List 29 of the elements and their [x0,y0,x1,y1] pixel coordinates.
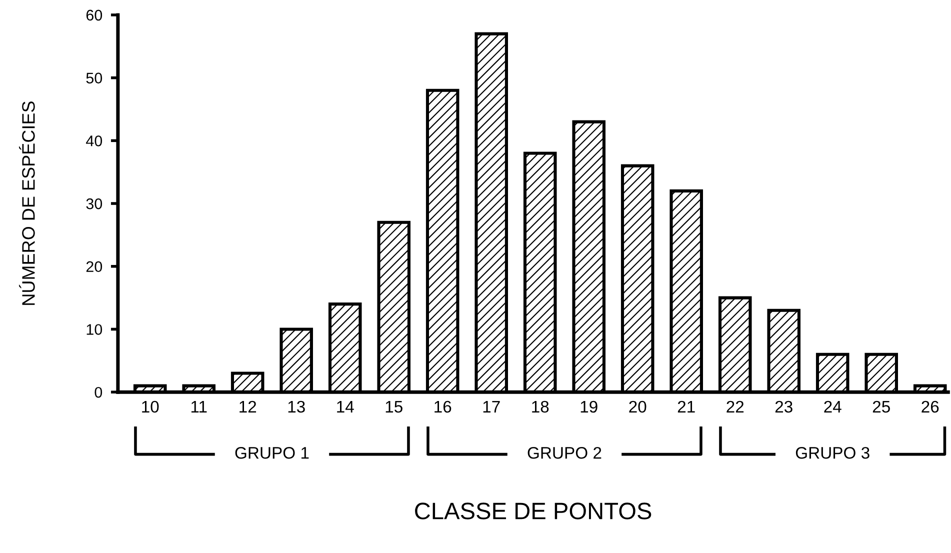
x-tick-label: 26 [922,400,939,413]
y-tick-label: 0 [94,386,102,398]
y-tick-label: 30 [86,198,102,210]
x-tick-label: 10 [142,400,159,413]
x-tick-label: 20 [629,400,646,413]
text: GRUPO 3 [796,446,870,459]
x-axis-title: CLASSE DE PONTOS [415,502,652,520]
x-tick-label: 24 [824,400,842,412]
x-tick-label: 16 [434,400,452,413]
y-tick-label: 20 [86,261,102,272]
x-tick-label: 14 [337,401,354,412]
y-tick-label: 50 [86,72,102,84]
x-tick-label: 21 [678,400,695,412]
x-tick-label: 13 [288,400,305,413]
y-tick-label: 40 [86,136,102,146]
x-tick-label: 22 [726,400,744,412]
x-tick-label: 17 [483,401,500,412]
x-tick-label: 15 [386,401,402,413]
x-tick-label: 23 [775,400,792,413]
x-tick-label: 25 [872,400,890,413]
text: GRUPO 1 [235,446,309,459]
x-tick-label: 19 [580,400,598,413]
x-tick-label: 18 [532,400,549,413]
y-tick-label: 60 [86,10,102,21]
x-tick-label: 11 [191,401,207,412]
text: GRUPO 2 [528,446,602,459]
y-axis-title: NÚMERO DE ESPÉCIES [19,102,35,305]
x-tick-label: 12 [240,400,256,412]
y-tick-label: 10 [86,324,102,335]
